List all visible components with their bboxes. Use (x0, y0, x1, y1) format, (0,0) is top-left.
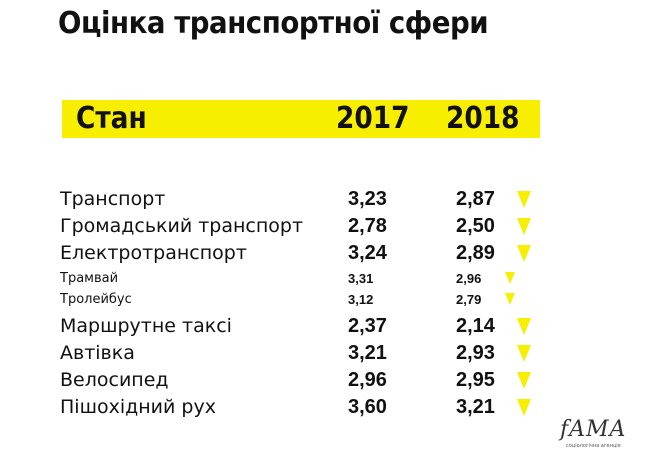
value-2017: 2,37 (348, 315, 387, 337)
logo-tagline: соціологічна агенція (566, 443, 621, 449)
value-2018: 2,95 (456, 369, 495, 391)
trend-down-icon (517, 218, 531, 235)
row-label: Транспорт (60, 188, 166, 210)
trend-down-icon (517, 345, 531, 362)
header-year-2017: 2017 (336, 101, 410, 136)
row-label: Маршрутне таксі (60, 315, 232, 337)
value-2017: 3,21 (348, 342, 387, 364)
header-label: Стан (76, 101, 147, 136)
row-label: Автівка (60, 342, 135, 364)
row-label: Громадський транспорт (60, 215, 304, 237)
value-2018: 3,21 (456, 396, 495, 418)
value-2017: 3,23 (348, 188, 387, 210)
value-2017: 2,96 (348, 369, 387, 391)
value-2018: 2,50 (456, 215, 495, 237)
row-label: Тролейбус (60, 292, 132, 307)
value-2018: 2,93 (456, 342, 495, 364)
value-2017: 2,78 (348, 215, 387, 237)
row-label: Електротранспорт (60, 242, 247, 264)
page-title: Оцінка транспортної сфери (58, 6, 489, 41)
header-year-2018: 2018 (446, 101, 520, 136)
trend-down-icon (517, 191, 531, 208)
trend-down-icon (517, 399, 531, 416)
value-2018: 2,96 (456, 271, 482, 286)
trend-down-icon (517, 372, 531, 389)
table-header-bar (62, 100, 540, 138)
value-2017: 3,24 (348, 242, 387, 264)
value-2017: 3,60 (348, 396, 387, 418)
value-2018: 2,14 (456, 315, 495, 337)
trend-down-icon (505, 272, 515, 284)
row-label: Трамвай (60, 271, 119, 286)
row-label: Велосипед (60, 369, 169, 391)
row-label: Пішохідний рух (60, 396, 216, 418)
value-2018: 2,87 (456, 188, 495, 210)
fama-logo: fAMA соціологічна агенція (560, 418, 638, 456)
logo-wordmark: fAMA (560, 417, 627, 442)
value-2018: 2,79 (456, 292, 482, 307)
trend-down-icon (517, 245, 531, 262)
value-2017: 3,12 (348, 292, 374, 307)
trend-down-icon (517, 318, 531, 335)
value-2017: 3,31 (348, 271, 374, 286)
trend-down-icon (505, 293, 515, 305)
value-2018: 2,89 (456, 242, 495, 264)
